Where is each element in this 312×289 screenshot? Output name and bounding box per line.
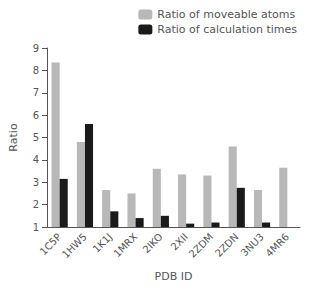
svg-text:1HW5: 1HW5 [60, 231, 89, 260]
svg-text:9: 9 [33, 43, 39, 54]
svg-text:1MRX: 1MRX [111, 231, 139, 259]
svg-text:2XII: 2XII [169, 231, 190, 252]
svg-text:1C5P: 1C5P [37, 231, 64, 258]
svg-text:PDB ID: PDB ID [155, 270, 193, 283]
svg-text:1: 1 [33, 222, 39, 233]
svg-text:2: 2 [33, 199, 39, 210]
svg-text:2ZDN: 2ZDN [213, 231, 241, 259]
svg-text:Ratio of moveable atoms: Ratio of moveable atoms [157, 8, 295, 21]
svg-text:3: 3 [33, 177, 39, 188]
svg-text:3NU3: 3NU3 [239, 231, 266, 258]
svg-text:5: 5 [33, 132, 39, 143]
svg-text:6: 6 [33, 110, 39, 121]
svg-text:2ZDM: 2ZDM [187, 231, 216, 260]
svg-text:4: 4 [33, 154, 39, 165]
svg-text:2IKO: 2IKO [141, 231, 165, 255]
svg-text:Ratio of calculation times: Ratio of calculation times [157, 23, 297, 36]
svg-text:1K1J: 1K1J [90, 231, 115, 255]
svg-text:8: 8 [33, 65, 39, 76]
svg-text:4MR6: 4MR6 [263, 231, 291, 259]
svg-text:Ratio: Ratio [7, 123, 20, 152]
svg-text:7: 7 [33, 87, 39, 98]
